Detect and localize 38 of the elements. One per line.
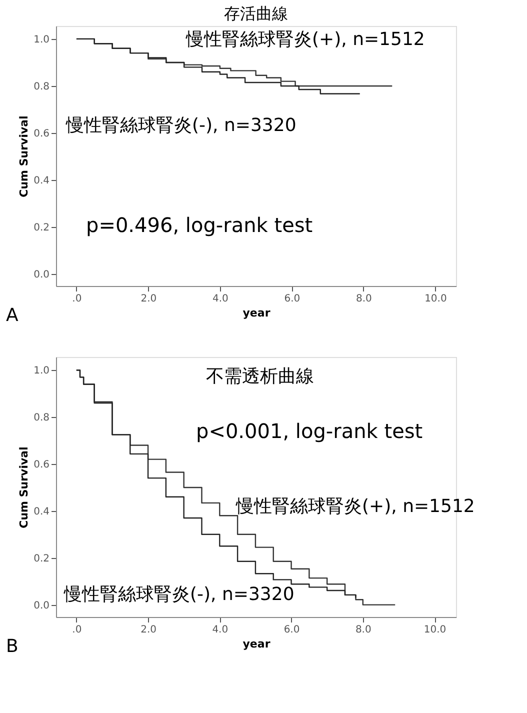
series-label: 慢性腎絲球腎炎(+), n=1512	[235, 496, 475, 517]
x-tick-label: 8.0	[356, 294, 372, 304]
x-tick-label: 2.0	[140, 624, 156, 636]
y-axis-title: Cum Survival	[18, 116, 31, 198]
x-axis-title: year	[242, 306, 271, 320]
y-tick-label: 0.6	[34, 128, 50, 140]
y-tick-label: 0.4	[34, 176, 50, 187]
y-tick-label: 0.0	[34, 600, 50, 612]
x-tick-label: .0	[72, 294, 82, 304]
annotation: p=0.496, log-rank test	[86, 213, 313, 237]
x-tick-label: 2.0	[140, 294, 157, 304]
y-tick-label: 1.0	[34, 366, 50, 377]
annotation: 不需透析曲線	[206, 366, 314, 387]
y-tick-label: 0.8	[34, 412, 50, 424]
y-tick-label: 1.0	[34, 34, 50, 46]
series-label: 慢性腎絲球腎炎(-), n=3320	[65, 115, 296, 136]
x-tick-label: 10.0	[424, 624, 446, 636]
text: A	[6, 305, 19, 326]
text: B	[6, 636, 18, 657]
series-label: 慢性腎絲球腎炎(-), n=3320	[63, 584, 294, 605]
x-tick-label: 6.0	[284, 624, 300, 636]
y-tick-label: 0.2	[34, 222, 50, 234]
x-tick-label: 6.0	[284, 294, 300, 304]
chart-title: 存活曲線	[224, 4, 288, 23]
x-tick-label: 4.0	[212, 294, 228, 304]
y-tick-label: 0.6	[34, 460, 50, 471]
annotation: p<0.001, log-rank test	[196, 419, 423, 443]
x-tick-label: 10.0	[424, 294, 447, 304]
x-tick-label: .0	[72, 624, 82, 636]
y-axis-title: Cum Survival	[18, 446, 31, 528]
series-label: 慢性腎絲球腎炎(+), n=1512	[185, 29, 425, 50]
y-tick-label: 0.4	[34, 506, 50, 518]
y-tick-label: 0.0	[34, 270, 50, 281]
x-tick-label: 4.0	[212, 624, 228, 636]
x-axis-title: year	[242, 638, 271, 650]
y-tick-label: 0.2	[34, 553, 50, 564]
y-tick-label: 0.8	[34, 82, 50, 92]
x-tick-label: 8.0	[355, 624, 372, 636]
